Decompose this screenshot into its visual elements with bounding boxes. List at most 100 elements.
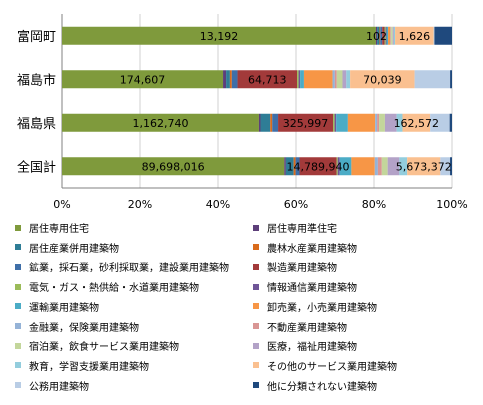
bar-segment (402, 113, 431, 132)
bar-segment (385, 26, 387, 45)
legend-label: 鉱業，採石業，砂利採取業，建設業用建築物 (29, 263, 229, 275)
bar-segment (414, 70, 451, 89)
legend-label: 居住専用住宅 (29, 224, 89, 235)
legend-item: 運輸業用建築物 (15, 299, 99, 314)
bar-segment (375, 26, 378, 45)
bar-segment (386, 26, 389, 45)
legend-label: 公務用建築物 (29, 381, 89, 393)
legend-swatch (15, 303, 21, 310)
legend-item: 電気・ガス・熱供給・水道業用建築物 (15, 279, 199, 294)
legend-swatch (15, 244, 21, 251)
data-label: 13,192 (200, 30, 239, 43)
legend-label: 卸売業，小売業用建築物 (267, 302, 377, 314)
legend-item: 教育，学習支援業用建築物 (15, 358, 149, 373)
legend-item: 医療，福祉用建築物 (253, 338, 357, 353)
legend-label: 居住産業併用建築物 (29, 243, 119, 255)
legend-swatch (15, 263, 21, 270)
bar-segment (380, 26, 383, 45)
bar-segment (223, 70, 227, 89)
bar-segment (339, 157, 352, 176)
legend-label: 宿泊業，飲食サービス業用建築物 (29, 342, 179, 354)
legend-label: 教育，学習支援業用建築物 (29, 361, 149, 373)
category-label: 福島県 (17, 117, 56, 132)
legend-label: 金融業，保険業用建築物 (29, 322, 139, 334)
bar-segment (299, 157, 337, 176)
data-label: 102 (366, 30, 387, 43)
bar-segment (382, 26, 385, 45)
legend-item: 情報通信業用建築物 (253, 279, 357, 294)
legend-swatch (15, 323, 21, 329)
bar-segment (229, 70, 232, 89)
legend-item: 製造業用建築物 (253, 259, 337, 274)
legend-item: 不動産業用建築物 (253, 319, 347, 334)
bar-segment (384, 113, 397, 132)
x-tick-label: 20% (128, 198, 152, 211)
data-label: 162,572 (394, 117, 440, 130)
bar-segment (258, 113, 261, 132)
bar-segment (332, 70, 335, 89)
data-labels: 13,192 102 1,626 174,607 64,713 70,039 1,162,7… (120, 30, 452, 174)
bar-segment (346, 70, 351, 89)
legend-swatch (15, 382, 21, 389)
data-label: 325,997 (283, 117, 329, 130)
bar-segment (295, 157, 300, 176)
legend-swatch (253, 362, 259, 369)
data-label: 1,162,740 (132, 117, 188, 130)
legend-swatch (15, 342, 21, 349)
bar-segment (388, 26, 391, 45)
legend-item: 公務用建築物 (15, 378, 89, 393)
legend-item: 他に分類されない建築物 (253, 378, 377, 393)
bar-segment (293, 157, 296, 176)
bar-segment (342, 70, 347, 89)
bar-segment (298, 70, 301, 89)
legend-label: 電気・ガス・熱供給・水道業用建築物 (29, 283, 199, 295)
bar-segment (284, 157, 286, 176)
bar-segment (393, 26, 396, 45)
bar-segment (336, 157, 338, 176)
legend-item: 農林水産業用建築物 (253, 240, 357, 255)
legend-swatch (253, 244, 259, 251)
bar-segment (334, 113, 337, 132)
bar-segment (272, 113, 279, 132)
bar-segment (297, 70, 299, 89)
data-label: 64,713 (248, 73, 287, 86)
legend-swatch (253, 323, 259, 329)
bar-segment (450, 157, 452, 176)
legend-item: 金融業，保険業用建築物 (15, 319, 139, 334)
bar-segment (62, 157, 285, 176)
legend-label: 運輸業用建築物 (29, 302, 99, 314)
category-label: 福島市 (17, 72, 56, 88)
legend-label: その他のサービス業用建築物 (267, 361, 397, 373)
bar-segment (62, 113, 259, 132)
legend-label: 農林水産業用建築物 (267, 243, 357, 255)
bar-segment (377, 113, 380, 132)
bar-segment (392, 26, 394, 45)
x-tick-label: 60% (284, 198, 308, 211)
bar-segment (333, 113, 335, 132)
category-label: 富岡町 (17, 29, 56, 45)
bar-segment (391, 26, 393, 45)
bar-segment (430, 113, 450, 132)
bar-segment (62, 26, 376, 45)
legend-label: 情報通信業用建築物 (267, 283, 357, 295)
legend-item: その他のサービス業用建築物 (253, 358, 397, 373)
bar-segment (300, 70, 304, 89)
data-label: 174,607 (120, 73, 166, 86)
bar-segment (381, 157, 388, 176)
bar-segment (62, 70, 224, 89)
bar-segment (450, 70, 452, 89)
bar-segment (440, 157, 451, 176)
legend-label: 医療，福祉用建築物 (267, 342, 357, 354)
legend-item: 居住産業併用建築物 (15, 240, 119, 255)
legend-swatch (253, 342, 259, 349)
bar-segment (379, 113, 385, 132)
bar-segment (434, 26, 452, 45)
legend-label: 製造業用建築物 (267, 263, 337, 275)
x-tick-label: 100% (436, 198, 467, 211)
legend-swatch (253, 224, 259, 231)
bar-segment (449, 113, 452, 132)
bar-segment (336, 113, 348, 132)
legend-swatch (253, 263, 259, 270)
bar-segment (387, 157, 400, 176)
